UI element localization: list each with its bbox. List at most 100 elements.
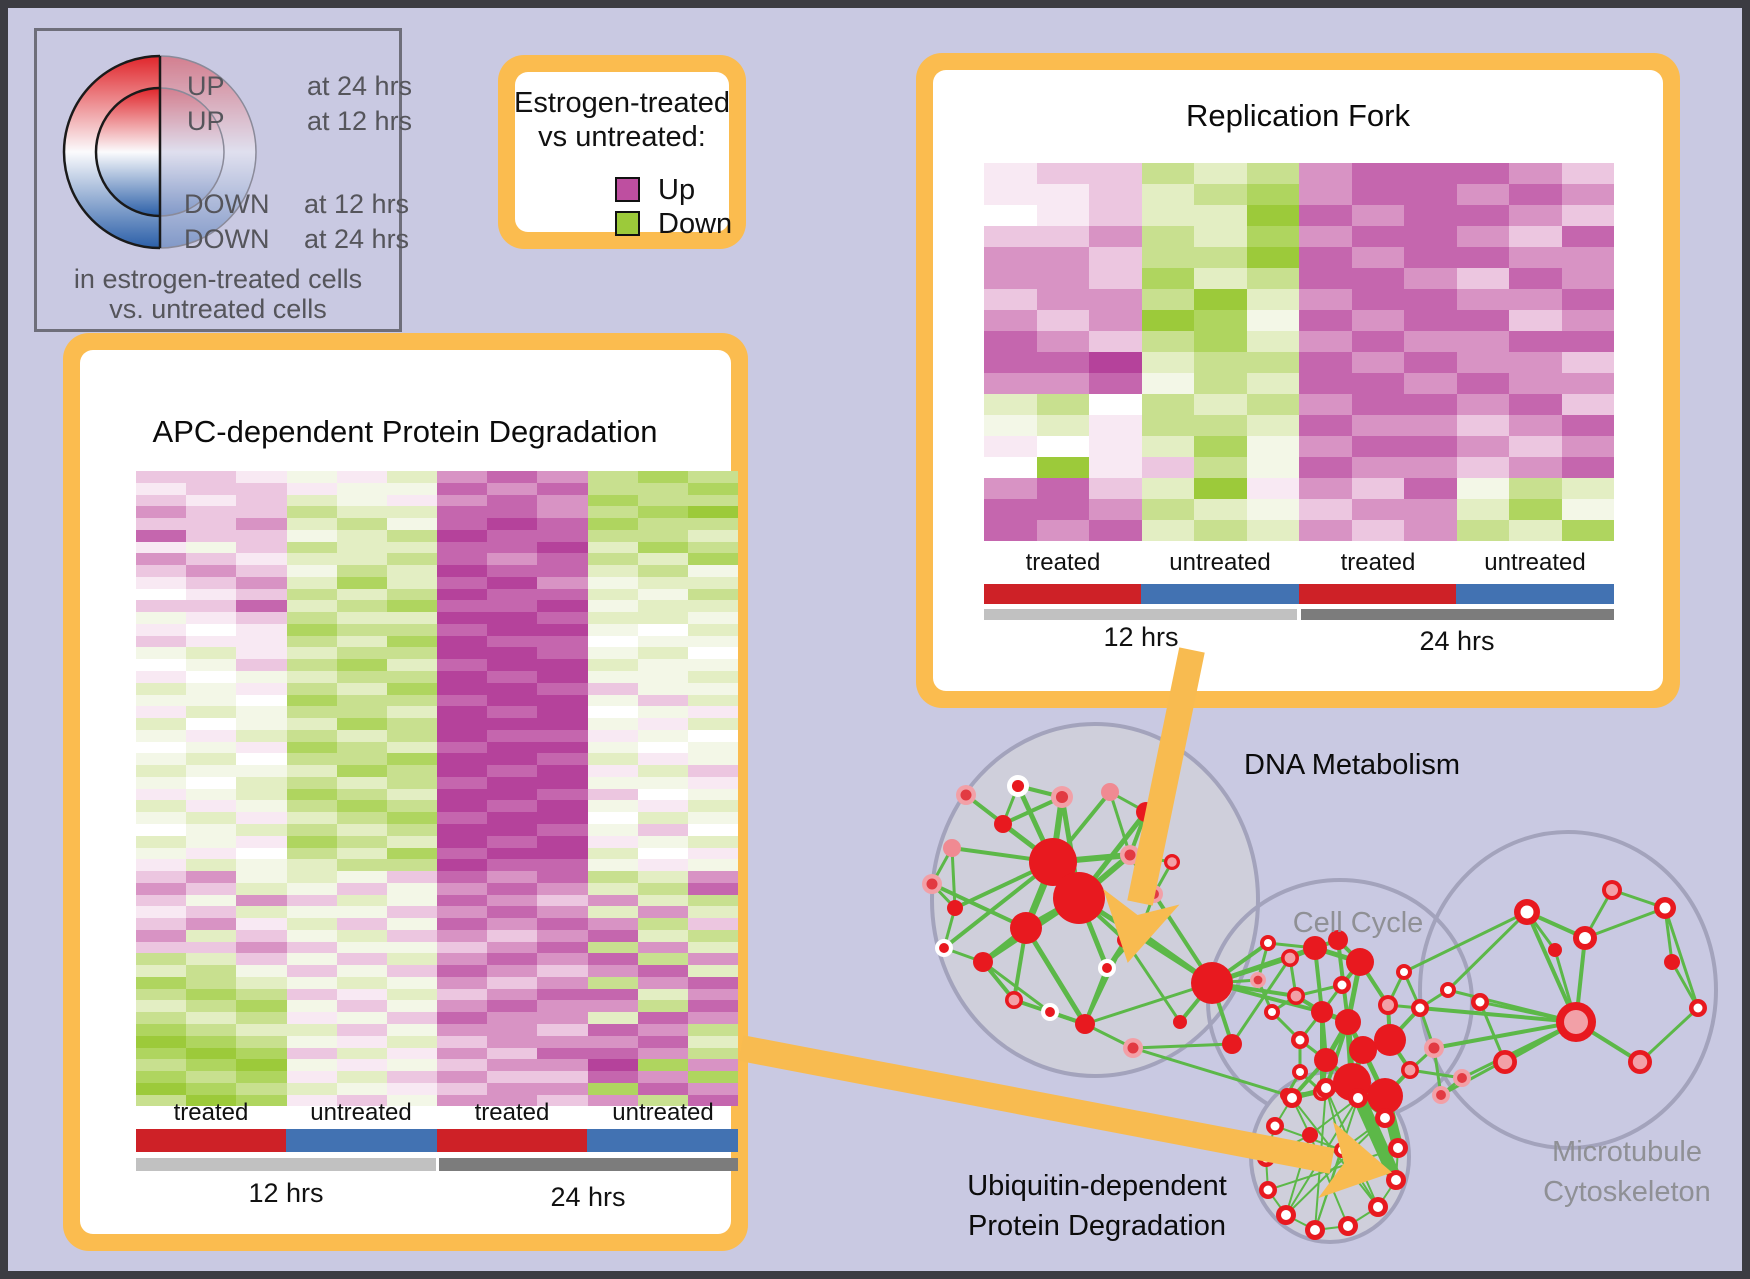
heatmap-cell <box>1561 310 1614 331</box>
heatmap-cell <box>487 776 538 789</box>
network-node <box>1664 954 1680 970</box>
heatmap-cell <box>336 882 387 895</box>
heatmap-cell <box>386 929 438 942</box>
heatmap-cell <box>687 1023 739 1036</box>
heatmap-cell <box>637 976 688 989</box>
heatmap-cell <box>1509 394 1562 415</box>
heatmap-cell <box>637 1047 688 1060</box>
heatmap-cell <box>336 929 387 942</box>
heatmap-cell <box>487 765 538 777</box>
heatmap-cell <box>1089 394 1142 415</box>
heatmap-cell <box>487 729 538 742</box>
heatmap-cell <box>286 612 337 624</box>
heatmap-cell <box>984 394 1037 415</box>
heatmap-cell <box>236 659 287 672</box>
heatmap-cell <box>1509 247 1562 268</box>
heatmap-cell <box>687 965 739 977</box>
heatmap-cell <box>136 671 187 683</box>
heatmap-cell <box>386 1071 438 1083</box>
heatmap-cell <box>236 671 287 683</box>
heatmap-cell <box>1194 331 1247 352</box>
heatmap-cell <box>587 1094 638 1107</box>
heatmap-cell <box>437 600 488 613</box>
heatmap-cell <box>1509 499 1562 520</box>
heatmap-cell <box>1036 163 1089 184</box>
heatmap-cell <box>487 565 538 577</box>
heatmap-cell <box>186 718 237 730</box>
ring-legend-diagram <box>62 53 259 251</box>
heatmap-cell <box>984 268 1037 289</box>
heatmap-cell <box>437 1047 488 1060</box>
heatmap-cell <box>1141 289 1194 310</box>
heatmap-cell <box>236 741 287 754</box>
heatmap-cell <box>537 647 588 660</box>
heatmap-cell <box>687 929 739 942</box>
heatmap-cell <box>186 894 237 907</box>
heatmap-cell <box>437 623 488 636</box>
heatmap-cell <box>537 847 588 860</box>
heatmap-cell <box>286 988 337 1001</box>
heatmap-cell <box>537 541 588 554</box>
heatmap-cell <box>386 765 438 777</box>
heatmap-cell <box>336 1047 387 1060</box>
heatmap-cell <box>687 682 739 695</box>
heatmap-cell <box>687 1082 739 1095</box>
heatmap-cell <box>537 965 588 977</box>
heatmap-cell <box>186 494 237 507</box>
heatmap-cell <box>1456 373 1509 394</box>
heatmap-cell <box>587 1035 638 1048</box>
heatmap-cell <box>437 506 488 519</box>
ring-row-up24: UP at 24 hrs <box>187 71 427 102</box>
heatmap-cell <box>1299 184 1352 205</box>
dna-metabolism-label: DNA Metabolism <box>1244 749 1460 781</box>
heatmap-cell <box>984 289 1037 310</box>
heatmap-row <box>984 310 1614 331</box>
heatmap-cell <box>386 859 438 872</box>
network-edge <box>982 960 1051 1014</box>
heatmap-cell <box>1194 289 1247 310</box>
heatmap-cell <box>236 1094 287 1107</box>
heatmap-cell <box>637 718 688 730</box>
heatmap-cell <box>984 373 1037 394</box>
heatmap-cell <box>637 1023 688 1036</box>
heatmap-cell <box>386 976 438 989</box>
heatmap-cell <box>1246 331 1299 352</box>
heatmap-cell <box>336 976 387 989</box>
heatmap-cell <box>286 953 337 966</box>
heatmap-cell <box>286 1047 337 1060</box>
heatmap-cell <box>1089 520 1142 541</box>
heatmap-cell <box>637 953 688 966</box>
heatmap-cell <box>537 1023 588 1036</box>
heatmap-cell <box>336 482 387 495</box>
heatmap-cell <box>437 482 488 495</box>
heatmap-cell <box>1194 184 1247 205</box>
heatmap-cell <box>136 1059 187 1072</box>
heatmap-cell <box>286 647 337 660</box>
heatmap-cell <box>186 612 237 624</box>
heatmap-cell <box>1456 205 1509 226</box>
heatmap-cell <box>286 600 337 613</box>
heatmap-cell <box>487 847 538 860</box>
heatmap-cell <box>537 600 588 613</box>
apc-12hrs-bar <box>136 1158 436 1171</box>
heatmap-cell <box>336 871 387 883</box>
heatmap-cell <box>136 1082 187 1095</box>
heatmap-cell <box>537 776 588 789</box>
heatmap-cell <box>236 541 287 554</box>
heatmap-cell <box>537 1094 588 1107</box>
heatmap-cell <box>386 682 438 695</box>
heatmap-cell <box>186 929 237 942</box>
heatmap-cell <box>1194 415 1247 436</box>
heatmap-cell <box>437 635 488 648</box>
heatmap-cell <box>386 1035 438 1048</box>
heatmap-cell <box>637 741 688 754</box>
heatmap-cell <box>136 835 187 848</box>
heatmap-cell <box>537 859 588 872</box>
heatmap-cell <box>136 1012 187 1024</box>
heatmap-cell <box>537 682 588 695</box>
heatmap-cell <box>1141 163 1194 184</box>
heatmap-cell <box>1194 394 1247 415</box>
heatmap-cell <box>1351 331 1404 352</box>
heatmap-cell <box>687 1059 739 1072</box>
heatmap-cell <box>236 1012 287 1024</box>
